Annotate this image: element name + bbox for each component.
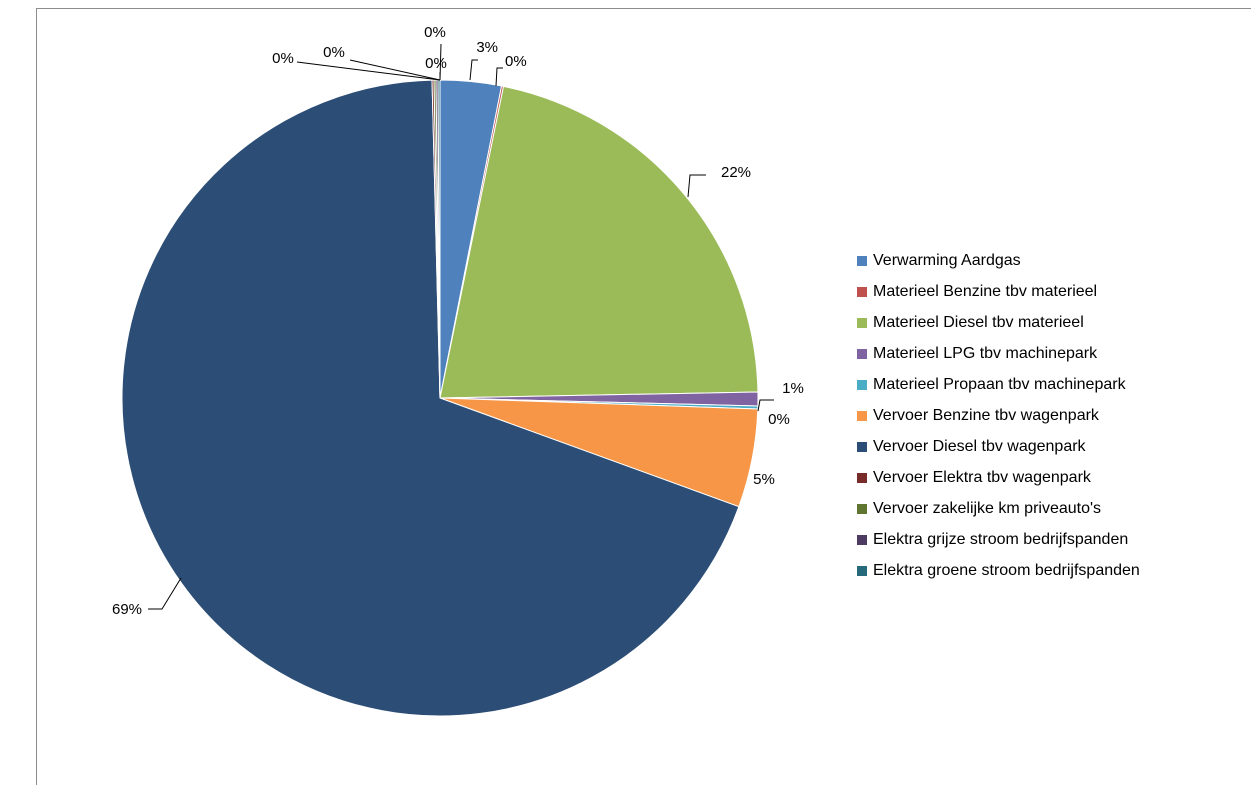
legend-swatch [857,379,867,390]
legend-item: Vervoer Diesel tbv wagenpark [857,431,1140,462]
leader-line-1 [469,59,478,81]
legend-label: Verwarming Aardgas [873,251,1021,269]
legend-label: Materieel Propaan tbv machinepark [873,375,1126,393]
data-label-7: 69% [112,601,142,618]
legend-item: Materieel LPG tbv machinepark [857,338,1140,369]
legend-label: Vervoer Benzine tbv wagenpark [873,406,1099,424]
legend-label: Vervoer Diesel tbv wagenpark [873,437,1086,455]
data-label-11: 0% [272,50,294,67]
legend-swatch [857,441,867,452]
legend-item: Verwarming Aardgas [857,245,1140,276]
legend-item: Materieel Benzine tbv materieel [857,276,1140,307]
data-label-9: 0% [424,24,446,41]
legend-label: Vervoer Elektra tbv wagenpark [873,468,1091,486]
legend-item: Vervoer Benzine tbv wagenpark [857,400,1140,431]
leader-line-2 [495,67,503,87]
legend-item: Elektra groene stroom bedrijfspanden [857,555,1140,586]
legend-item: Vervoer zakelijke km priveauto's [857,493,1140,524]
data-label-1: 3% [476,39,498,56]
pie-slices [121,79,759,717]
pie-slice-3 [439,85,759,399]
legend-swatch [857,255,867,266]
legend-label: Materieel Benzine tbv materieel [873,282,1098,300]
data-label-2: 0% [505,53,527,70]
leader-line-11 [296,61,441,81]
legend-swatch [857,286,867,297]
pie-slice-7 [121,79,740,717]
legend-swatch [857,317,867,328]
legend-item: Vervoer Elektra tbv wagenpark [857,462,1140,493]
legend-swatch [857,534,867,545]
data-label-3: 22% [721,164,751,181]
leader-line-4 [757,399,774,412]
legend-item: Elektra grijze stroom bedrijfspanden [857,524,1140,555]
data-label-10: 0% [323,44,345,61]
leader-line-10 [349,59,441,81]
legend-item: Materieel Propaan tbv machinepark [857,369,1140,400]
legend-label: Elektra grijze stroom bedrijfspanden [873,530,1129,548]
legend-item: Materieel Diesel tbv materieel [857,307,1140,338]
legend-swatch [857,410,867,421]
legend-swatch [857,472,867,483]
leader-lines [148,43,774,610]
legend-swatch [857,565,867,576]
legend-swatch [857,503,867,514]
legend-label: Elektra groene stroom bedrijfspanden [873,561,1140,579]
leader-line-3 [687,174,706,198]
legend-label: Vervoer zakelijke km priveauto's [873,499,1102,517]
legend-label: Materieel Diesel tbv materieel [873,313,1084,331]
data-label-6: 5% [753,471,775,488]
data-label-4: 1% [782,380,804,397]
data-labels: 3% 0% 22% 1% 0% 5% 69% 0% 0% 0% 0% [112,24,804,618]
data-label-5: 0% [768,411,790,428]
leader-line-7 [148,577,182,610]
leader-line-9 [439,43,442,81]
data-label-8: 0% [425,55,447,72]
legend-label: Materieel LPG tbv machinepark [873,344,1098,362]
legend: Verwarming Aardgas Materieel Benzine tbv … [857,245,1140,586]
legend-swatch [857,348,867,359]
